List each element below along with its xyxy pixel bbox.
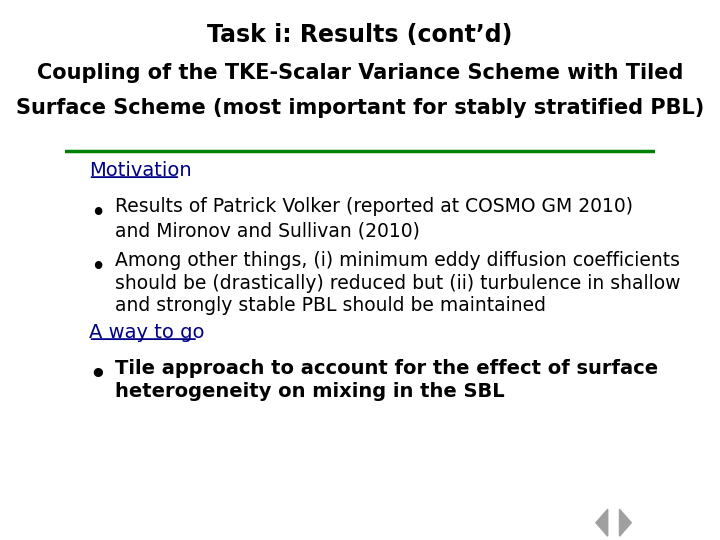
Text: Results of Patrick Volker (reported at COSMO GM 2010): Results of Patrick Volker (reported at C… <box>115 197 634 216</box>
Text: heterogeneity on mixing in the SBL: heterogeneity on mixing in the SBL <box>115 382 505 401</box>
Text: A way to go: A way to go <box>89 322 204 342</box>
Polygon shape <box>619 509 631 536</box>
Text: •: • <box>89 363 106 389</box>
Text: Motivation: Motivation <box>89 160 192 180</box>
Text: Surface Scheme (most important for stably stratified PBL): Surface Scheme (most important for stabl… <box>16 98 704 118</box>
Text: and strongly stable PBL should be maintained: and strongly stable PBL should be mainta… <box>115 296 546 315</box>
Polygon shape <box>596 509 608 536</box>
Text: Among other things, (i) minimum eddy diffusion coefficients: Among other things, (i) minimum eddy dif… <box>115 251 680 270</box>
Text: Tile approach to account for the effect of surface: Tile approach to account for the effect … <box>115 359 658 378</box>
Text: Task i: Results (cont’d): Task i: Results (cont’d) <box>207 23 513 47</box>
Text: •: • <box>90 201 105 227</box>
Text: Coupling of the TKE-Scalar Variance Scheme with Tiled: Coupling of the TKE-Scalar Variance Sche… <box>37 63 683 83</box>
FancyBboxPatch shape <box>65 0 655 151</box>
Text: and Mironov and Sullivan (2010): and Mironov and Sullivan (2010) <box>115 221 420 240</box>
Text: should be (drastically) reduced but (ii) turbulence in shallow: should be (drastically) reduced but (ii)… <box>115 274 680 293</box>
Text: •: • <box>90 255 105 281</box>
